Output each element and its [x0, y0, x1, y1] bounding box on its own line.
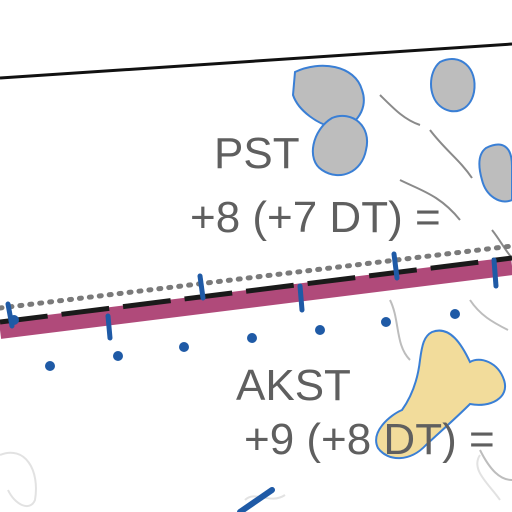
land-gray: [291, 57, 512, 203]
tick-marks: [5, 251, 499, 341]
dotted-boundary-line: [0, 243, 512, 311]
dotted-dots: [9, 309, 460, 371]
top-boundary-line: [0, 42, 512, 80]
boundary-band: [0, 257, 512, 339]
lower-zone-name: AKST: [236, 361, 351, 410]
land-yellow: [375, 329, 507, 460]
bottom-blue-stroke: [237, 487, 275, 512]
gray-lines-lower: [389, 299, 512, 481]
lower-zone-offset: +9 (+8 DT) =: [244, 415, 495, 464]
boundary-dashes: [0, 255, 512, 325]
upper-zone-offset: +8 (+7 DT) =: [190, 193, 441, 242]
upper-zone-name: PST: [214, 129, 300, 178]
